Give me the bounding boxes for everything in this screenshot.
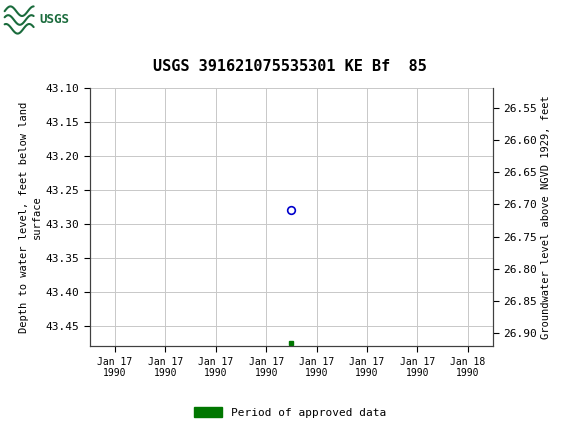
Y-axis label: Depth to water level, feet below land
surface: Depth to water level, feet below land su… <box>19 101 42 333</box>
Text: USGS: USGS <box>39 13 70 27</box>
Text: USGS 391621075535301 KE Bf  85: USGS 391621075535301 KE Bf 85 <box>153 59 427 74</box>
Y-axis label: Groundwater level above NGVD 1929, feet: Groundwater level above NGVD 1929, feet <box>541 95 552 339</box>
Legend: Period of approved data: Period of approved data <box>190 403 390 422</box>
FancyBboxPatch shape <box>3 3 70 37</box>
